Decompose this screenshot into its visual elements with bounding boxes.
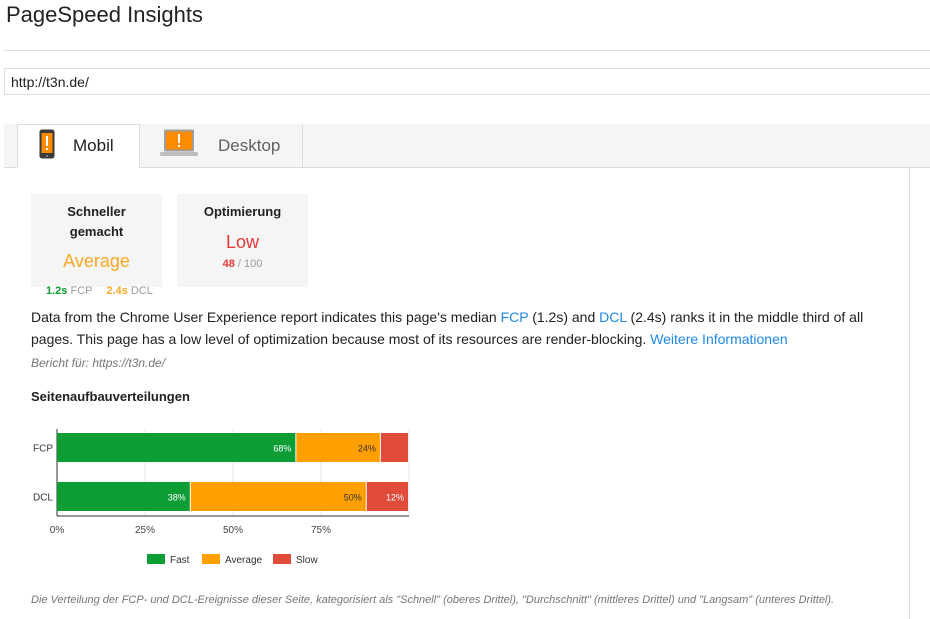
- x-tick-label: 75%: [311, 525, 331, 536]
- bar-slow: [366, 482, 408, 511]
- page-title: PageSpeed Insights: [6, 2, 203, 27]
- optimization-card-title: Optimierung: [203, 204, 282, 219]
- bar-average: [296, 433, 380, 462]
- results-panel: Schneller gemacht Average Optimierung Lo…: [4, 167, 910, 619]
- bar-fast: [57, 482, 190, 511]
- bar-data-label: 38%: [168, 493, 186, 503]
- bar-data-label: 50%: [344, 493, 362, 503]
- legend-label: Fast: [170, 555, 190, 566]
- tab-mobil[interactable]: Mobil: [17, 124, 140, 168]
- bar-data-label: 68%: [273, 444, 291, 454]
- x-tick-label: 25%: [135, 525, 155, 536]
- desc-part1: Data from the Chrome User Experience rep…: [31, 309, 501, 325]
- score-max: / 100: [237, 258, 263, 270]
- bar-data-label: 12%: [386, 493, 404, 503]
- title-divider: [4, 50, 930, 51]
- x-tick-label: 0%: [50, 525, 65, 536]
- x-tick-label: 50%: [223, 525, 243, 536]
- speed-card: Schneller gemacht Average: [31, 194, 162, 287]
- legend-label: Average: [225, 555, 263, 566]
- bar-slow: [380, 433, 408, 462]
- bar-average: [190, 482, 366, 511]
- fcp-label: FCP: [70, 285, 93, 297]
- more-info-link[interactable]: Weitere Informationen: [650, 331, 788, 347]
- speed-card-title: Schneller gemacht: [31, 202, 162, 242]
- desc-part3: (2.4s) ranks it in the middle third of a…: [31, 309, 864, 347]
- fcp-value: 1.2s: [46, 285, 68, 297]
- tab-mobil-label: Mobil: [73, 136, 114, 155]
- desc-part2: (1.2s) and: [528, 309, 600, 325]
- legend-swatch-slow: [273, 554, 291, 564]
- optimization-score: 48 / 100: [177, 258, 308, 270]
- tab-bar: Mobil Desktop: [4, 124, 930, 168]
- bar-fast: [57, 433, 296, 462]
- legend-swatch-average: [202, 554, 220, 564]
- report-for: Bericht für: https://t3n.de/: [31, 356, 166, 370]
- speed-rating: Average: [63, 251, 130, 271]
- distribution-chart: 0% 25% 50% 75% FCP 68% 24% DCL 38% 50% 12% Fast Aver…: [33, 429, 410, 566]
- bar-data-label: 24%: [358, 444, 376, 454]
- speed-title-line1: Schneller: [67, 204, 126, 219]
- category-label: FCP: [33, 444, 53, 455]
- legend-swatch-fast: [147, 554, 165, 564]
- url-input[interactable]: [4, 68, 930, 95]
- dcl-label: DCL: [130, 285, 153, 297]
- section-title: Seitenaufbauverteilungen: [31, 389, 190, 404]
- optimization-rating: Low: [225, 232, 260, 252]
- description-text: Data from the Chrome User Experience rep…: [31, 306, 909, 350]
- laptop-warning-icon: [160, 129, 198, 162]
- footer-note: Die Verteilung der FCP- und DCL-Ereignis…: [31, 594, 835, 606]
- dcl-link[interactable]: DCL: [599, 309, 627, 325]
- metrics-summary: 1.2s FCP 2.4s DCL: [46, 285, 153, 297]
- tab-desktop-label: Desktop: [218, 135, 281, 155]
- score-value: 48: [222, 258, 235, 270]
- dcl-value: 2.4s: [106, 285, 128, 297]
- speed-title-line2: gemacht: [69, 224, 124, 239]
- category-label: DCL: [33, 493, 53, 504]
- fcp-link[interactable]: FCP: [500, 309, 529, 325]
- phone-warning-icon: [39, 129, 55, 164]
- optimization-card: Optimierung Low 48 / 100: [177, 194, 308, 287]
- legend-label: Slow: [296, 555, 318, 566]
- tab-desktop[interactable]: Desktop: [140, 124, 303, 167]
